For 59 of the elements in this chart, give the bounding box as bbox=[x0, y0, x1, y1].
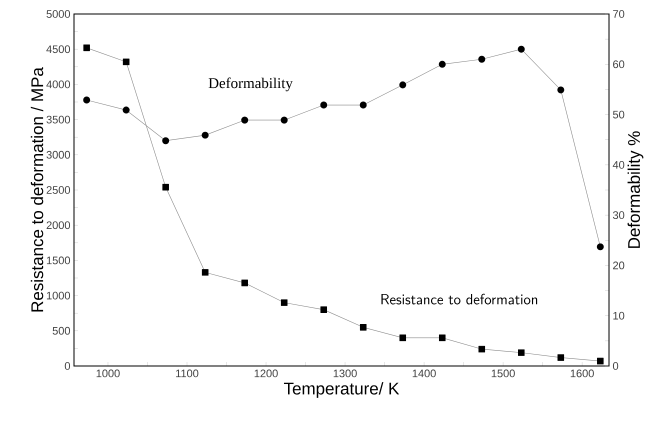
point bbox=[478, 56, 486, 63]
point bbox=[162, 184, 169, 190]
y-tick-label: 3000 bbox=[46, 150, 70, 159]
y2-tick-label: 20 bbox=[613, 262, 624, 270]
point bbox=[202, 132, 209, 139]
point bbox=[83, 96, 90, 104]
point bbox=[241, 280, 248, 286]
y2-axis-title: Deformability % bbox=[628, 131, 644, 248]
point bbox=[558, 354, 564, 361]
point bbox=[241, 116, 248, 124]
y-tick-label: 1000 bbox=[46, 292, 70, 300]
point bbox=[122, 58, 130, 66]
point bbox=[162, 137, 170, 144]
y2-tick-label: 50 bbox=[612, 110, 624, 118]
point bbox=[280, 116, 288, 124]
point bbox=[320, 306, 328, 313]
y-tick-label: 4000 bbox=[46, 80, 70, 88]
point bbox=[518, 46, 525, 53]
point bbox=[399, 81, 406, 88]
x-tick-label: 1600 bbox=[570, 370, 594, 378]
point bbox=[280, 299, 288, 306]
point bbox=[518, 349, 525, 356]
x-tick-label: 1400 bbox=[412, 370, 436, 378]
y2-tick-label: 0 bbox=[612, 362, 618, 370]
point bbox=[438, 60, 446, 68]
x-tick-label: 1500 bbox=[492, 370, 515, 378]
point bbox=[597, 358, 604, 364]
y-tick-label: 5000 bbox=[46, 10, 70, 18]
point bbox=[83, 44, 90, 52]
y-tick-label: 1500 bbox=[46, 256, 70, 264]
point bbox=[202, 269, 208, 276]
point bbox=[360, 324, 367, 331]
x-tick-label: 1100 bbox=[176, 370, 198, 378]
point bbox=[596, 243, 604, 250]
x-axis-title: Temperature/ K bbox=[284, 382, 400, 398]
y2-tick-label: 30 bbox=[612, 211, 624, 220]
y2-tick-label: 40 bbox=[612, 160, 624, 169]
series-label: Resistance to deformation bbox=[381, 294, 538, 304]
series-label: Deformability bbox=[208, 78, 293, 92]
y-tick-label: 500 bbox=[52, 326, 70, 335]
point bbox=[478, 346, 486, 352]
y2-tick-label: 70 bbox=[613, 10, 624, 18]
point bbox=[122, 106, 130, 114]
y-tick-label: 2500 bbox=[46, 186, 70, 194]
point bbox=[360, 102, 367, 109]
y2-tick-label: 60 bbox=[613, 60, 624, 68]
x-tick-label: 1000 bbox=[96, 370, 120, 378]
point bbox=[557, 86, 564, 94]
y-tick-label: 2000 bbox=[46, 221, 70, 230]
y-tick-label: 4500 bbox=[46, 45, 70, 54]
y2-tick-label: 10 bbox=[613, 312, 624, 320]
y-axis-title: Resistance to deformation / MPa bbox=[30, 67, 44, 312]
point bbox=[438, 334, 446, 342]
x-tick-label: 1300 bbox=[334, 370, 357, 378]
y-tick-label: 3500 bbox=[46, 116, 70, 124]
point bbox=[399, 334, 406, 342]
point bbox=[320, 102, 328, 109]
y-tick-label: 0 bbox=[64, 362, 70, 370]
x-tick-label: 1200 bbox=[254, 370, 278, 378]
